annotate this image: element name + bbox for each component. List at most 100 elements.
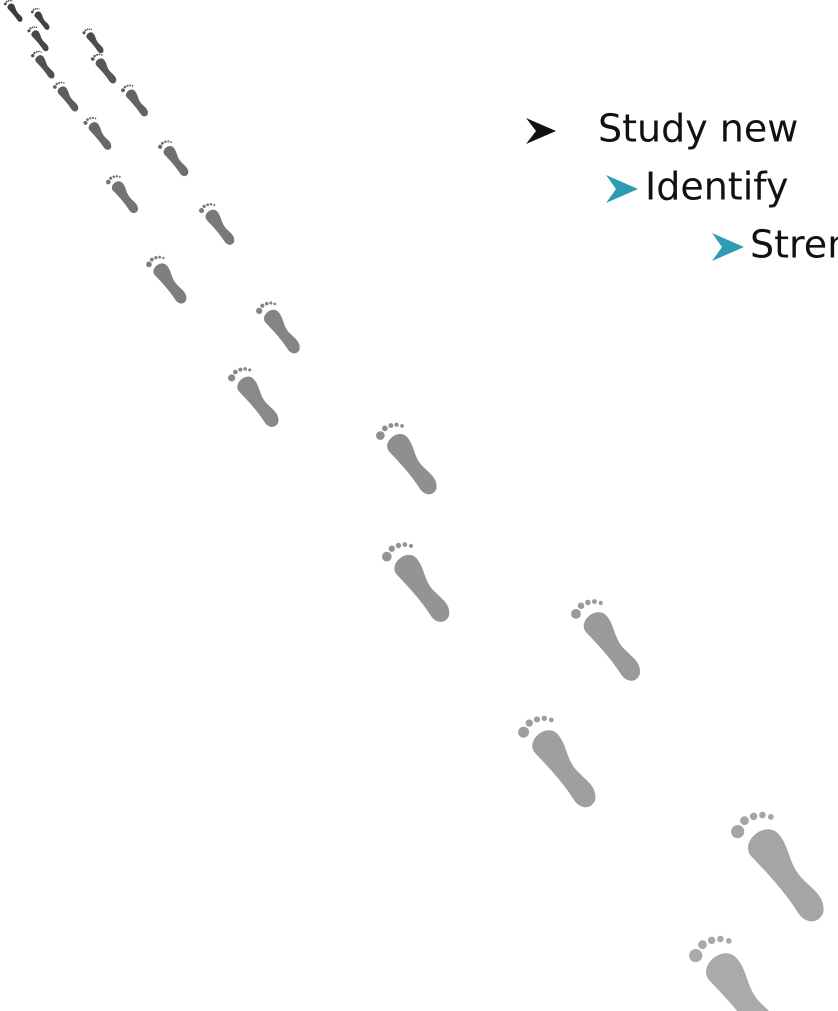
toe <box>584 599 592 607</box>
sole <box>85 31 106 55</box>
footprint <box>82 114 116 152</box>
sole <box>34 53 58 80</box>
footprint <box>105 172 144 216</box>
toe <box>394 422 400 428</box>
bullet-text: Study new <box>598 107 798 151</box>
toe <box>30 53 35 58</box>
sole <box>390 550 458 626</box>
sole <box>6 2 25 23</box>
toe <box>115 175 118 178</box>
sole <box>162 144 192 178</box>
toe <box>89 117 92 120</box>
toe <box>145 260 153 268</box>
toe <box>738 814 750 826</box>
footprint <box>157 137 194 179</box>
toe <box>83 120 89 126</box>
sole <box>56 85 81 114</box>
toe <box>94 117 96 119</box>
toe <box>89 28 91 30</box>
footprint <box>373 416 447 500</box>
footprint <box>379 535 462 628</box>
sole <box>151 261 192 307</box>
toe <box>36 8 38 10</box>
toe <box>380 550 393 563</box>
footprint <box>3 0 26 23</box>
toe <box>243 366 248 371</box>
sole <box>742 823 835 928</box>
toe <box>55 82 58 85</box>
toe <box>237 367 243 373</box>
toe <box>232 369 239 376</box>
sole <box>33 10 52 31</box>
toe <box>35 50 38 53</box>
toe <box>569 607 583 621</box>
toe <box>576 601 585 610</box>
footprint <box>90 51 121 86</box>
toe <box>767 813 775 821</box>
toe <box>93 54 96 57</box>
footprint <box>144 251 194 307</box>
toe <box>167 140 170 143</box>
toe <box>120 88 125 93</box>
toe <box>598 600 604 606</box>
sole <box>527 725 605 813</box>
toe <box>105 179 111 185</box>
toe <box>38 50 40 52</box>
slide: Study new Identify Stren <box>0 0 838 1011</box>
toe <box>90 56 95 61</box>
toe <box>86 28 88 30</box>
toe <box>170 141 173 144</box>
toe <box>399 423 404 428</box>
toe <box>162 256 166 260</box>
footprints <box>3 0 838 1011</box>
sole <box>261 307 305 357</box>
toe <box>158 255 162 259</box>
toe <box>123 85 127 89</box>
toe <box>202 204 207 209</box>
toe <box>209 202 213 206</box>
toe <box>34 26 36 28</box>
footprint <box>568 591 653 686</box>
footprint <box>52 79 83 114</box>
toe <box>395 542 403 550</box>
toe <box>91 29 93 31</box>
toe <box>706 935 716 945</box>
toe <box>154 255 159 260</box>
toe <box>3 2 7 6</box>
toe <box>131 85 133 87</box>
toe <box>58 81 61 84</box>
toe <box>259 303 265 309</box>
footprint <box>254 297 308 358</box>
toe <box>157 144 163 150</box>
toe <box>109 176 113 180</box>
toe <box>82 31 86 35</box>
sole <box>87 120 115 152</box>
toe <box>716 934 725 943</box>
toe <box>32 8 34 10</box>
footprint <box>82 26 108 55</box>
toe <box>198 207 205 214</box>
toe <box>52 84 57 89</box>
toe <box>748 811 758 821</box>
toe <box>728 822 747 841</box>
toe <box>129 84 132 87</box>
footprint <box>30 6 53 32</box>
sole <box>700 947 793 1011</box>
toe <box>92 117 95 120</box>
toe <box>213 203 216 206</box>
toe <box>149 257 154 262</box>
footprint <box>515 707 610 814</box>
toe <box>40 51 42 53</box>
toe <box>206 203 210 207</box>
sole <box>234 373 285 430</box>
toe <box>387 544 396 553</box>
toe <box>548 717 555 724</box>
toe <box>98 53 101 56</box>
sole <box>30 29 51 53</box>
toe <box>118 176 121 179</box>
toe <box>387 422 394 429</box>
footprint <box>30 48 59 81</box>
bullet-arrow <box>606 175 638 203</box>
bullet-text: Identify <box>645 165 788 209</box>
footprint <box>120 81 153 118</box>
